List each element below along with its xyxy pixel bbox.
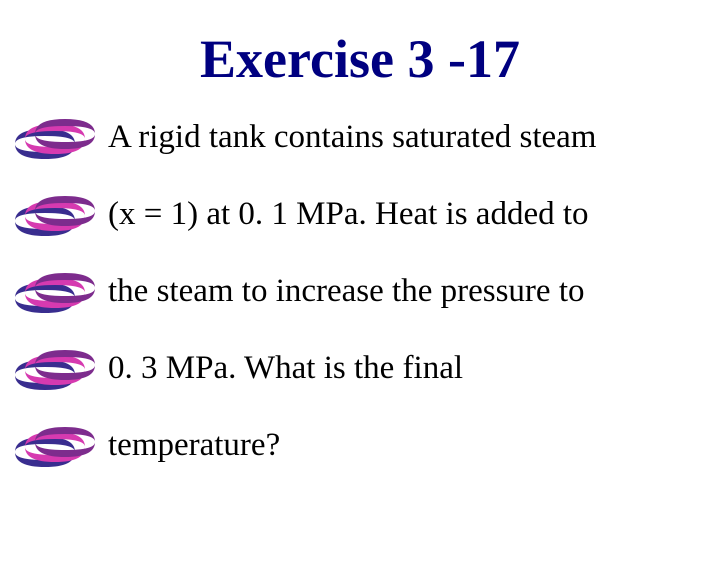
body-line: 0. 3 MPa. What is the final bbox=[108, 349, 700, 387]
line-text: (x = 1) at 0. 1 MPa. Heat is added to bbox=[108, 198, 589, 231]
line-text: A rigid tank contains saturated steam bbox=[108, 121, 596, 154]
line-text: 0. 3 MPa. What is the final bbox=[108, 352, 463, 385]
body-line: A rigid tank contains saturated steam bbox=[108, 118, 700, 156]
slide-title: Exercise 3 -17 bbox=[0, 28, 720, 90]
bullet-icon bbox=[10, 193, 100, 237]
slide-body: A rigid tank contains saturated steam (x… bbox=[0, 118, 720, 464]
bullet-icon bbox=[10, 347, 100, 391]
body-line: the steam to increase the pressure to bbox=[108, 272, 700, 310]
body-line: temperature? bbox=[108, 426, 700, 464]
line-text: the steam to increase the pressure to bbox=[108, 275, 585, 308]
line-text: temperature? bbox=[108, 429, 280, 462]
body-line: (x = 1) at 0. 1 MPa. Heat is added to bbox=[108, 195, 700, 233]
bullet-icon bbox=[10, 270, 100, 314]
bullet-icon bbox=[10, 424, 100, 468]
bullet-icon bbox=[10, 116, 100, 160]
